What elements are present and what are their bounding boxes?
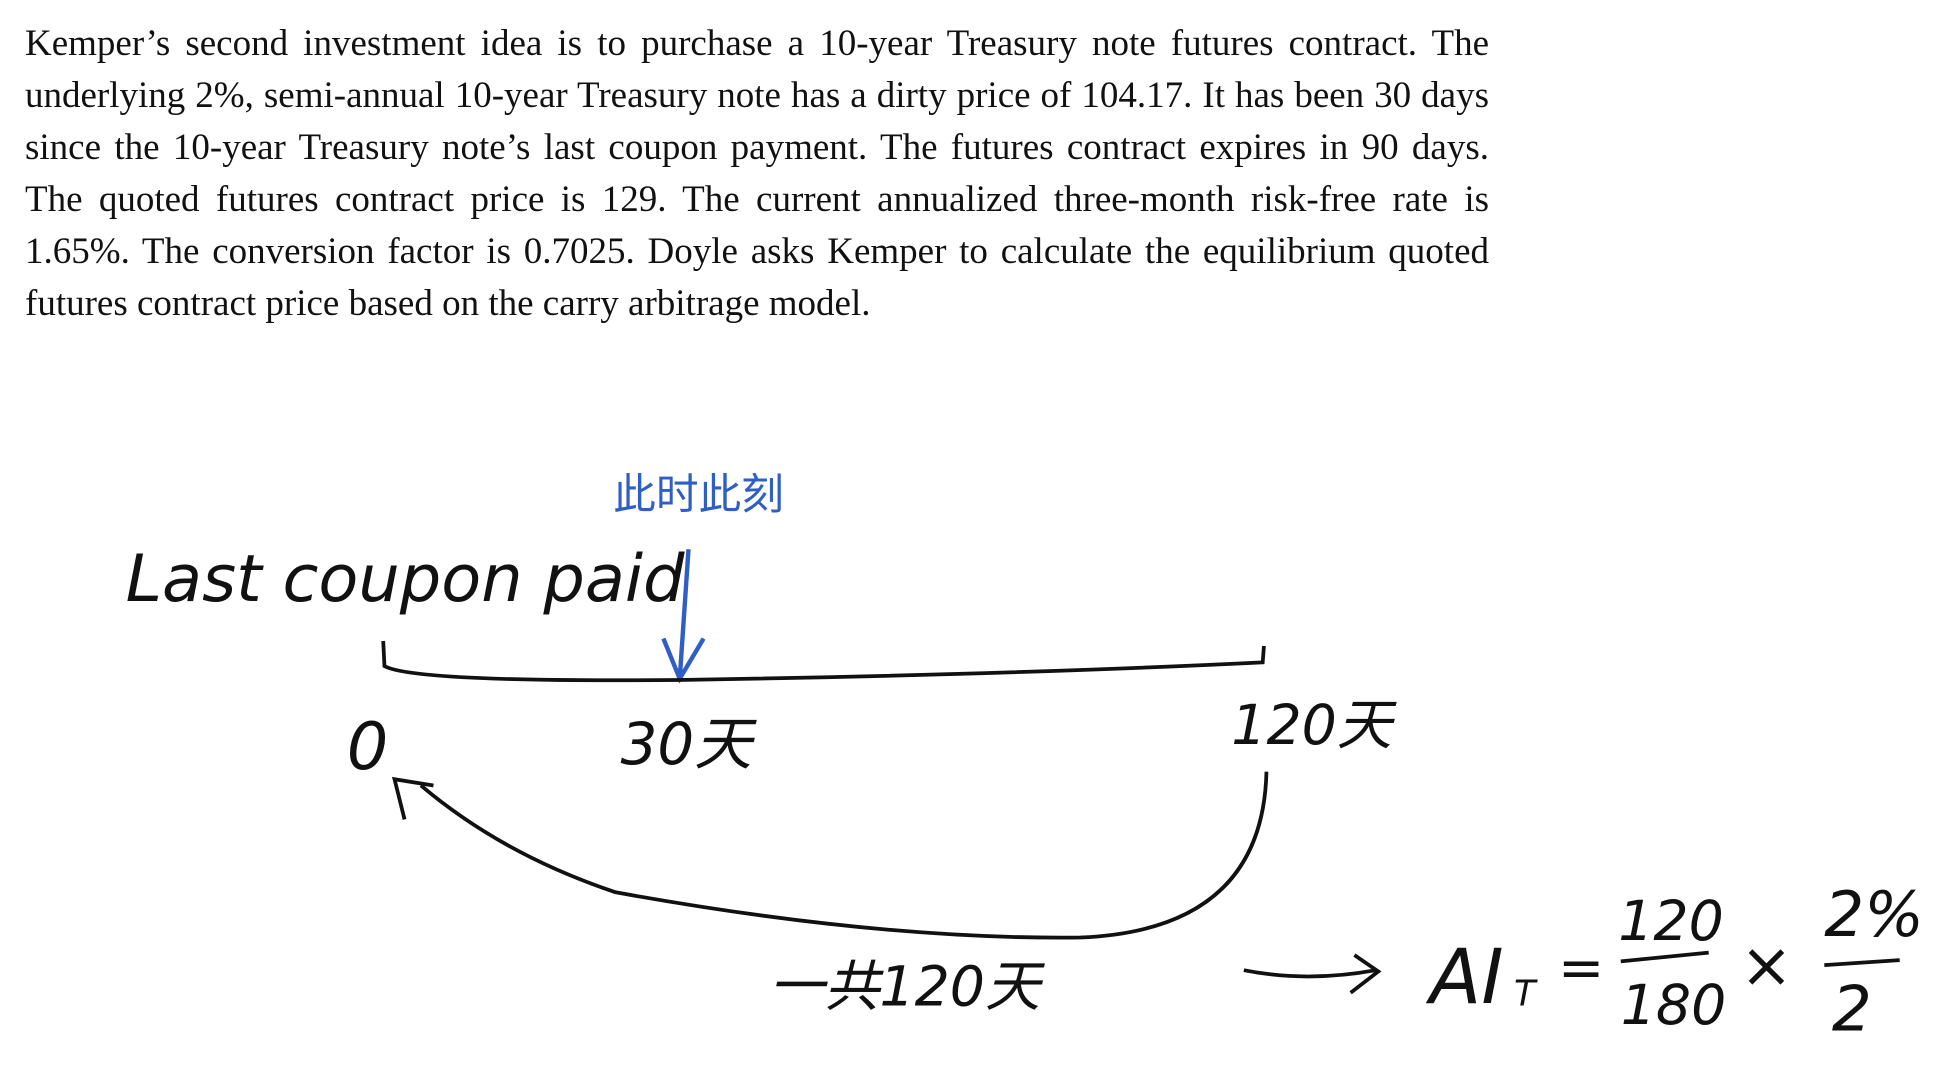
fraction2-numerator: 2% bbox=[1824, 878, 1924, 951]
fraction1-denominator: 180 bbox=[1621, 974, 1726, 1038]
arrow-right-icon bbox=[1243, 953, 1382, 995]
curve-arrowhead-icon bbox=[391, 776, 434, 820]
problem-statement: Kemper’s second investment idea is to pu… bbox=[25, 23, 1489, 324]
total-days-label: 一共120天 bbox=[769, 955, 1045, 1019]
tick-0-label: 0 bbox=[347, 709, 389, 785]
formula-lhs: AI bbox=[1425, 933, 1504, 1021]
last-coupon-label: Last coupon paid bbox=[126, 541, 685, 617]
formula-equals: = bbox=[1558, 937, 1604, 1001]
span-curve bbox=[419, 771, 1269, 940]
fraction1-numerator: 120 bbox=[1618, 890, 1723, 954]
timeline-line bbox=[381, 640, 1266, 683]
formula-lhs-sub: T bbox=[1514, 973, 1538, 1014]
fraction2-denominator: 2 bbox=[1832, 972, 1872, 1045]
formula-times: × bbox=[1740, 929, 1793, 1002]
tick-120-label: 120天 bbox=[1231, 694, 1396, 758]
fraction1-bar bbox=[1620, 950, 1709, 964]
now-label: 此时此刻 bbox=[613, 470, 784, 520]
fraction2-bar bbox=[1824, 958, 1900, 968]
tick-30-label: 30天 bbox=[621, 710, 758, 778]
